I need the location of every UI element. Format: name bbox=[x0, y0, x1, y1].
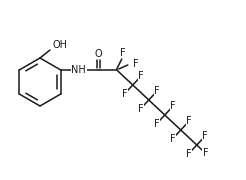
Text: F: F bbox=[203, 148, 208, 158]
Text: F: F bbox=[202, 131, 208, 141]
Text: F: F bbox=[120, 48, 126, 58]
Text: F: F bbox=[133, 59, 138, 69]
Text: O: O bbox=[95, 49, 103, 59]
Text: F: F bbox=[154, 86, 160, 96]
Text: F: F bbox=[138, 71, 144, 81]
Text: OH: OH bbox=[52, 40, 67, 50]
Text: F: F bbox=[122, 89, 127, 99]
Text: F: F bbox=[170, 134, 175, 144]
Text: F: F bbox=[186, 116, 192, 126]
Text: F: F bbox=[170, 101, 176, 111]
Text: NH: NH bbox=[71, 65, 86, 75]
Text: F: F bbox=[138, 104, 143, 114]
Text: F: F bbox=[154, 119, 159, 129]
Text: F: F bbox=[186, 149, 191, 159]
